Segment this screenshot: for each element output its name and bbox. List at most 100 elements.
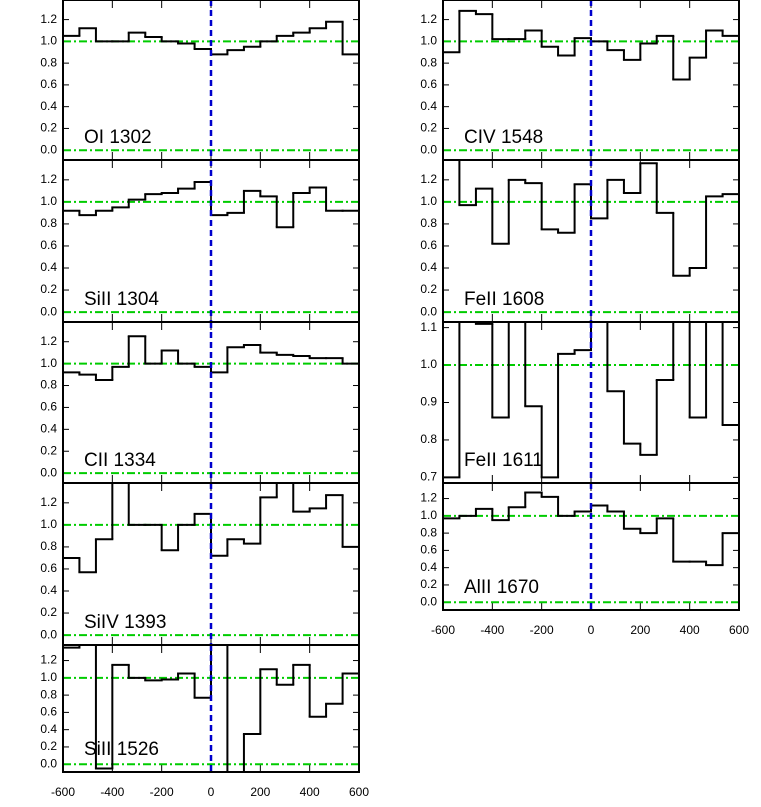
y-tick-label: 0.8 <box>420 432 437 446</box>
y-tick-label: 0.4 <box>420 560 437 574</box>
y-tick-label: 0.8 <box>40 687 57 701</box>
panel-frame <box>62 644 360 773</box>
y-tick-label: 1.0 <box>420 508 437 522</box>
y-tick-label: 0.2 <box>420 577 437 591</box>
annotation: SiII 1304 <box>84 289 159 310</box>
y-tick-label: 0.8 <box>420 55 437 69</box>
annotation: CIV 1548 <box>464 127 543 148</box>
y-tick-label: 0.6 <box>40 400 57 414</box>
y-tick-label: 1.0 <box>40 356 57 370</box>
y-tick-label: 1.0 <box>420 34 437 48</box>
y-tick-label: 0.6 <box>420 543 437 557</box>
y-tick-label: 0.7 <box>420 470 437 484</box>
y-tick-label: 1.2 <box>420 491 437 505</box>
annotation: SiII 1526 <box>84 739 159 760</box>
y-tick-label: 0.4 <box>40 260 57 274</box>
y-tick-label: 0.9 <box>420 395 437 409</box>
y-tick-label: 1.0 <box>40 517 57 531</box>
y-tick-label: 0.6 <box>420 238 437 252</box>
y-tick-label: 0.2 <box>40 443 57 457</box>
y-tick-label: 0.8 <box>420 216 437 230</box>
y-tick-label: 0.4 <box>40 422 57 436</box>
x-tick-label: -200 <box>530 623 554 637</box>
x-tick-label: 0 <box>208 785 215 799</box>
data-area <box>443 491 739 567</box>
x-tick-label: 600 <box>729 623 749 637</box>
data-area <box>443 9 739 81</box>
y-tick-label: 1.0 <box>40 194 57 208</box>
y-tick-label: 1.2 <box>420 172 437 186</box>
y-tick-label: 0.2 <box>420 121 437 135</box>
y-tick-label: 1.0 <box>420 357 437 371</box>
data-area <box>458 160 739 277</box>
y-tick-label: 1.2 <box>40 334 57 348</box>
y-tick-label: 0.0 <box>420 594 437 608</box>
panel: 0.7 0.8 0.9 1.0 1.1 FeII 1611 <box>420 320 740 484</box>
y-tick-label: 1.0 <box>40 34 57 48</box>
y-tick-label: 0.0 <box>40 465 57 479</box>
y-tick-label: 1.2 <box>40 12 57 26</box>
y-tick-label: 0.8 <box>40 378 57 392</box>
x-tick-label: 200 <box>250 785 270 799</box>
data-area <box>443 322 739 479</box>
y-tick-label: 0.8 <box>40 216 57 230</box>
x-tick-label: 0 <box>588 623 595 637</box>
panel: 0.0 0.2 0.4 0.6 0.8 1.0 1.2 CIV 1548 <box>420 0 740 161</box>
data-area <box>63 335 359 382</box>
y-tick-label: 0.6 <box>420 77 437 91</box>
annotation: FeII 1608 <box>464 289 544 310</box>
y-tick-label: 0.6 <box>40 561 57 575</box>
data-area <box>63 181 359 229</box>
y-tick-label: 0.2 <box>40 739 57 753</box>
y-tick-label: 0.2 <box>420 282 437 296</box>
x-tick-label: -200 <box>150 785 174 799</box>
y-tick-label: 1.2 <box>420 12 437 26</box>
data-area <box>63 645 359 772</box>
annotation: AlII 1670 <box>464 577 539 598</box>
y-tick-label: 0.0 <box>420 304 437 318</box>
y-tick-label: 1.0 <box>40 670 57 684</box>
y-tick-label: 0.6 <box>40 705 57 719</box>
y-tick-label: 0.6 <box>40 238 57 252</box>
y-tick-label: 0.4 <box>420 260 437 274</box>
y-tick-label: 0.8 <box>40 55 57 69</box>
y-tick-label: 0.0 <box>40 756 57 770</box>
y-tick-label: 1.0 <box>420 194 437 208</box>
x-tick-label: 400 <box>680 623 700 637</box>
panel: 0.0 0.2 0.4 0.6 0.8 1.0 1.2 OI 1302 <box>40 0 360 161</box>
y-tick-label: 1.2 <box>40 653 57 667</box>
y-tick-label: 0.4 <box>40 722 57 736</box>
annotation: OI 1302 <box>84 127 152 148</box>
y-tick-label: 0.0 <box>40 627 57 641</box>
y-tick-label: 0.2 <box>40 605 57 619</box>
y-tick-label: 0.0 <box>40 304 57 318</box>
annotation: FeII 1611 <box>464 450 543 471</box>
annotation: SiIV 1393 <box>84 612 166 633</box>
y-tick-label: 0.8 <box>420 525 437 539</box>
y-tick-label: 0.0 <box>420 142 437 156</box>
x-tick-label: 600 <box>349 785 369 799</box>
y-tick-label: 0.6 <box>40 77 57 91</box>
y-tick-label: 0.4 <box>420 99 437 113</box>
y-tick-label: 0.8 <box>40 539 57 553</box>
x-tick-label: -400 <box>480 623 504 637</box>
y-tick-label: 0.4 <box>40 99 57 113</box>
x-tick-label: -400 <box>100 785 124 799</box>
panel: 0.0 0.2 0.4 0.6 0.8 1.0 1.2 SiII 1304 <box>40 159 360 323</box>
panel: 0.0 0.2 0.4 0.6 0.8 1.0 1.2 -600 -400 -200 0 200 400… <box>40 644 369 799</box>
panel: 0.0 0.2 0.4 0.6 0.8 1.0 1.2 FeII 1608 <box>420 159 740 323</box>
panel-frame <box>442 482 740 611</box>
y-tick-label: 1.2 <box>40 495 57 509</box>
y-tick-label: 1.1 <box>420 320 437 334</box>
y-tick-label: 1.2 <box>40 172 57 186</box>
annotation: CII 1334 <box>84 450 156 471</box>
panel: 0.0 0.2 0.4 0.6 0.8 1.0 1.2 SiIV 1393 <box>40 482 360 646</box>
x-tick-label: -600 <box>51 785 75 799</box>
x-tick-label: -600 <box>431 623 455 637</box>
x-tick-label: 200 <box>630 623 650 637</box>
data-area <box>63 20 359 56</box>
y-tick-label: 0.0 <box>40 142 57 156</box>
panel: 0.0 0.2 0.4 0.6 0.8 1.0 1.2 -600 -400 -200 0 200 400… <box>420 482 749 637</box>
x-tick-label: 400 <box>300 785 320 799</box>
